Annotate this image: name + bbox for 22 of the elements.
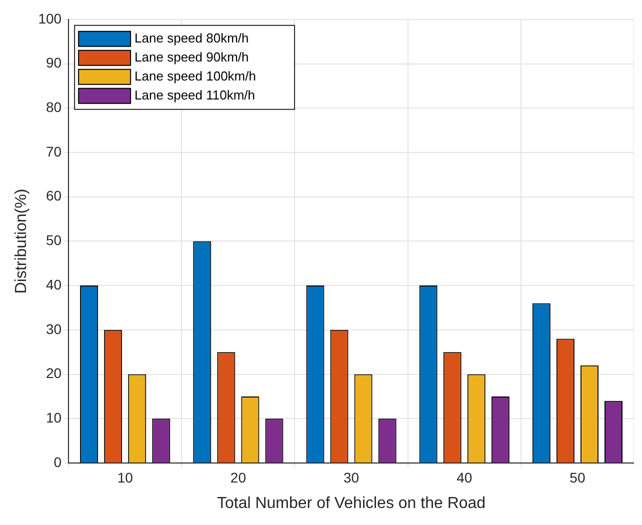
x-axis-title: Total Number of Vehicles on the Road — [216, 494, 486, 512]
y-tick-label: 0 — [54, 454, 62, 470]
x-tick-label: 20 — [230, 469, 246, 486]
y-tick-label: 30 — [46, 320, 62, 337]
legend-label: Lane speed 110km/h — [134, 87, 256, 102]
y-axis-title: Distribution(%) — [13, 188, 30, 294]
legend-label: Lane speed 80km/h — [134, 30, 249, 46]
y-tick-label: 50 — [46, 232, 62, 248]
y-tick-label: 40 — [46, 276, 62, 292]
y-tick-label: 60 — [46, 188, 62, 204]
x-tick-label: 50 — [570, 469, 586, 486]
x-tick-label: 40 — [456, 469, 472, 486]
y-tick-label: 90 — [46, 54, 62, 71]
y-tick-label: 100 — [38, 10, 62, 26]
x-tick-label: 30 — [343, 469, 360, 486]
x-tick-label: 10 — [117, 469, 134, 486]
y-tick-label: 70 — [46, 143, 62, 160]
y-tick-label: 80 — [46, 98, 62, 115]
y-tick-label: 10 — [46, 410, 62, 426]
legend-label: Lane speed 90km/h — [134, 49, 249, 64]
legend-label: Lane speed 100km/h — [134, 68, 256, 84]
y-tick-label: 20 — [46, 365, 62, 382]
